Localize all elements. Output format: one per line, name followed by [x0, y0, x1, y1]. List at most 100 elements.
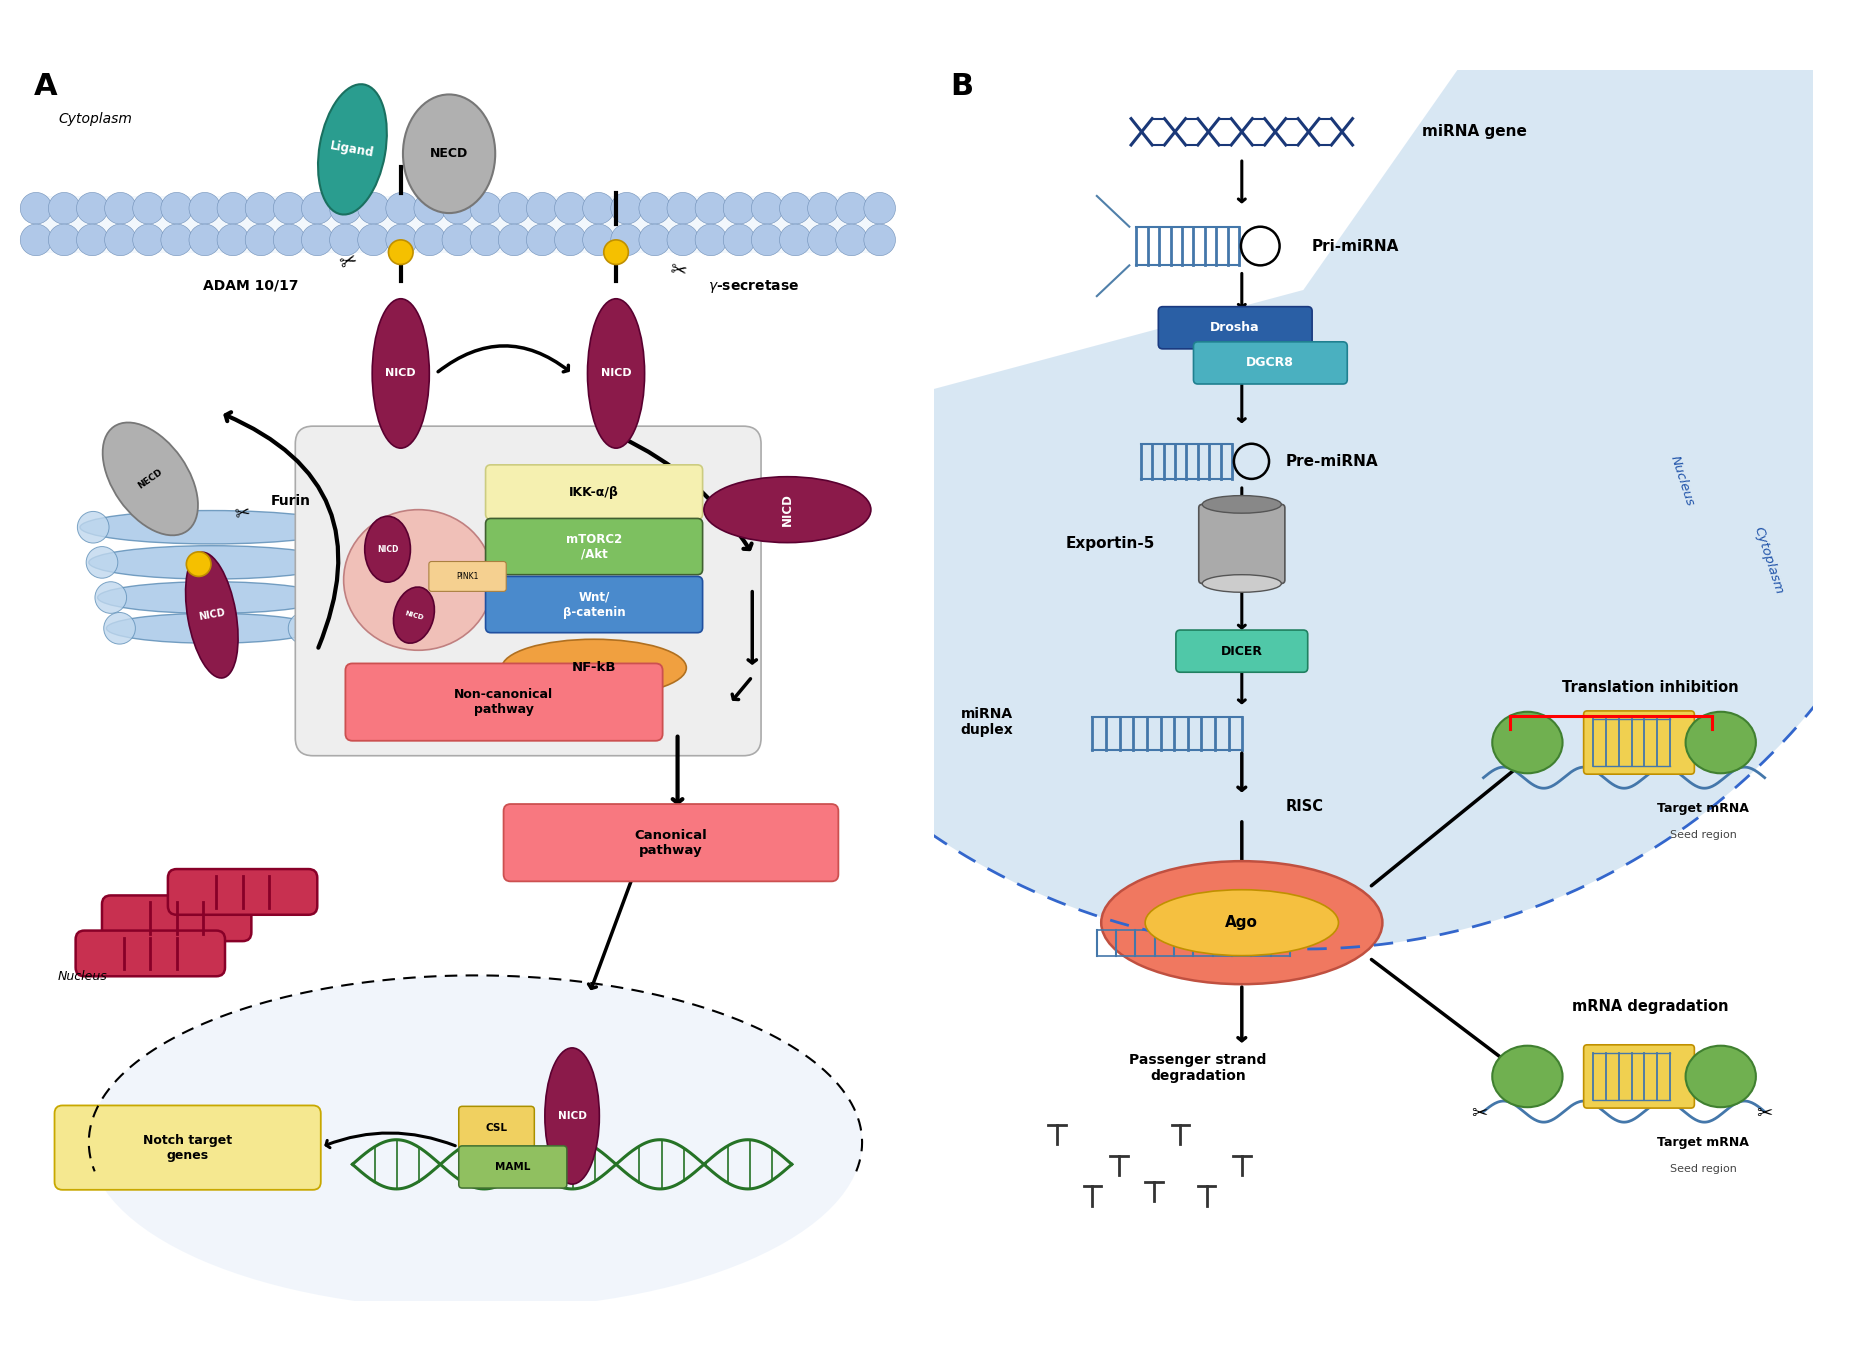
Text: Nucleus: Nucleus — [1669, 454, 1696, 509]
Ellipse shape — [394, 587, 435, 644]
Circle shape — [864, 224, 895, 255]
Circle shape — [638, 224, 670, 255]
Text: miRNA
duplex: miRNA duplex — [960, 707, 1014, 738]
Circle shape — [274, 192, 305, 224]
Circle shape — [388, 240, 413, 265]
FancyBboxPatch shape — [168, 869, 318, 915]
Text: Target mRNA: Target mRNA — [1658, 802, 1748, 814]
Ellipse shape — [98, 581, 326, 614]
Text: DGCR8: DGCR8 — [1247, 356, 1293, 370]
Text: Ago: Ago — [1225, 915, 1258, 930]
Text: ✂: ✂ — [1756, 1103, 1772, 1123]
Text: NICD: NICD — [198, 608, 226, 622]
Text: NICD: NICD — [403, 610, 424, 621]
Text: Passenger strand
degradation: Passenger strand degradation — [1128, 1053, 1267, 1083]
Ellipse shape — [344, 510, 492, 651]
Bar — [37, 195, 881, 252]
Text: Notch target
genes: Notch target genes — [142, 1133, 231, 1162]
Circle shape — [610, 192, 642, 224]
FancyBboxPatch shape — [1177, 630, 1308, 672]
Text: miRNA gene: miRNA gene — [1423, 124, 1526, 139]
Circle shape — [161, 192, 192, 224]
Ellipse shape — [318, 85, 387, 214]
Circle shape — [76, 224, 107, 255]
Ellipse shape — [185, 552, 239, 678]
Text: A: A — [35, 72, 57, 101]
Circle shape — [161, 224, 192, 255]
Circle shape — [274, 224, 305, 255]
FancyBboxPatch shape — [1193, 342, 1347, 385]
Text: NECD: NECD — [137, 468, 165, 491]
Text: mRNA degradation: mRNA degradation — [1572, 998, 1728, 1013]
Circle shape — [298, 581, 329, 614]
Wedge shape — [666, 0, 1850, 949]
FancyBboxPatch shape — [485, 465, 703, 520]
Text: ✂: ✂ — [337, 250, 359, 274]
FancyBboxPatch shape — [485, 518, 703, 574]
Circle shape — [603, 240, 629, 265]
Text: ADAM 10/17: ADAM 10/17 — [204, 280, 298, 293]
FancyBboxPatch shape — [1584, 1045, 1695, 1108]
Circle shape — [329, 192, 361, 224]
Text: Non-canonical
pathway: Non-canonical pathway — [453, 687, 553, 716]
Circle shape — [387, 192, 418, 224]
Circle shape — [357, 224, 388, 255]
Circle shape — [133, 192, 165, 224]
Circle shape — [555, 192, 586, 224]
Circle shape — [668, 224, 699, 255]
FancyBboxPatch shape — [459, 1106, 535, 1150]
Circle shape — [302, 192, 333, 224]
FancyBboxPatch shape — [485, 577, 703, 633]
Ellipse shape — [89, 546, 335, 580]
Ellipse shape — [403, 94, 496, 213]
Circle shape — [387, 224, 418, 255]
FancyBboxPatch shape — [76, 930, 226, 977]
Circle shape — [808, 224, 840, 255]
Circle shape — [246, 224, 278, 255]
Circle shape — [470, 224, 501, 255]
Circle shape — [78, 512, 109, 543]
Circle shape — [723, 224, 755, 255]
FancyBboxPatch shape — [102, 895, 252, 941]
Text: PINK1: PINK1 — [457, 572, 479, 581]
Ellipse shape — [1493, 712, 1563, 773]
Text: Seed region: Seed region — [1671, 829, 1737, 840]
Circle shape — [216, 224, 248, 255]
Circle shape — [87, 547, 118, 578]
Text: Ligand: Ligand — [329, 139, 376, 160]
FancyBboxPatch shape — [54, 1105, 320, 1189]
Text: NECD: NECD — [429, 147, 468, 160]
Ellipse shape — [546, 1048, 599, 1184]
Ellipse shape — [107, 614, 318, 644]
Circle shape — [20, 224, 52, 255]
Circle shape — [357, 192, 388, 224]
FancyBboxPatch shape — [1158, 307, 1312, 349]
Circle shape — [189, 224, 220, 255]
Text: Cytoplasm: Cytoplasm — [1752, 525, 1785, 596]
Text: RISC: RISC — [1286, 799, 1325, 814]
Text: ✂: ✂ — [668, 259, 688, 281]
Text: Drosha: Drosha — [1210, 322, 1260, 334]
Ellipse shape — [501, 640, 686, 697]
Text: Canonical
pathway: Canonical pathway — [635, 829, 707, 857]
Text: IKK-α/β: IKK-α/β — [570, 486, 620, 499]
Circle shape — [470, 192, 501, 224]
Ellipse shape — [102, 423, 198, 535]
Ellipse shape — [364, 516, 411, 582]
Ellipse shape — [1685, 1046, 1756, 1108]
Circle shape — [836, 224, 868, 255]
Circle shape — [216, 192, 248, 224]
Text: Seed region: Seed region — [1671, 1163, 1737, 1174]
Circle shape — [104, 612, 135, 644]
Circle shape — [498, 192, 529, 224]
FancyBboxPatch shape — [925, 61, 1822, 1309]
Circle shape — [527, 192, 559, 224]
Text: mTORC2
/Akt: mTORC2 /Akt — [566, 532, 622, 561]
Circle shape — [638, 192, 670, 224]
FancyBboxPatch shape — [346, 663, 662, 741]
Text: ✂: ✂ — [233, 503, 252, 524]
Text: NICD: NICD — [385, 368, 416, 378]
Text: NICD: NICD — [557, 1112, 586, 1121]
FancyBboxPatch shape — [459, 1146, 566, 1188]
Circle shape — [696, 192, 727, 224]
